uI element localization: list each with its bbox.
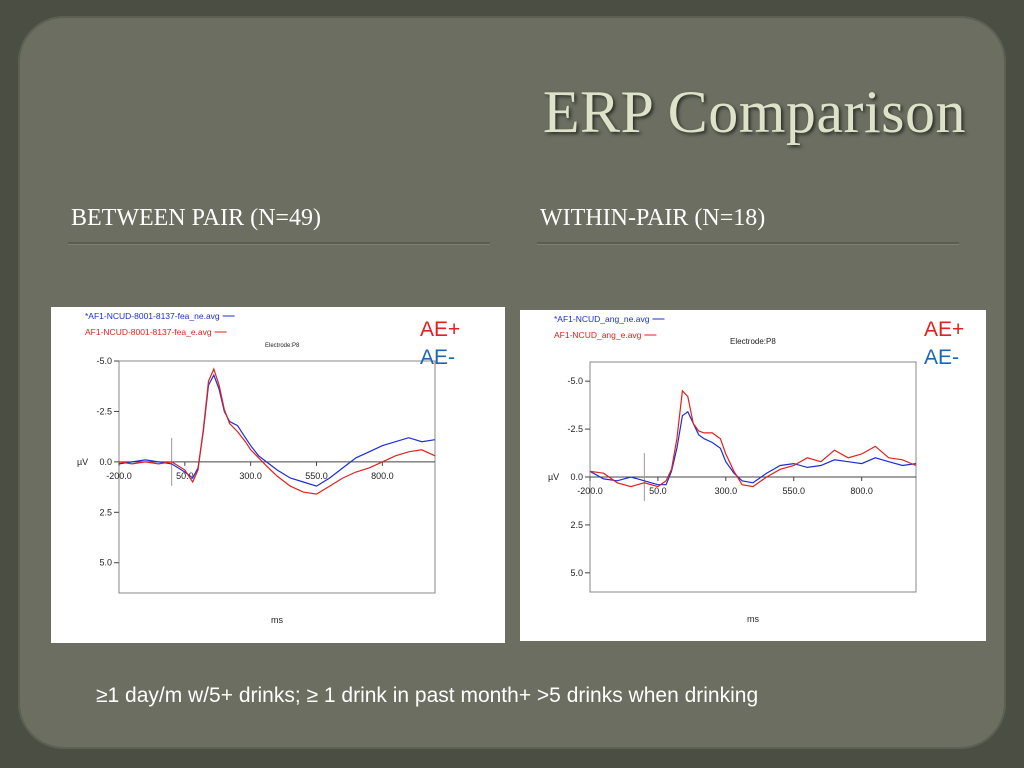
y-axis-label: µV [77, 457, 88, 467]
x-tick-label: 550.0 [305, 471, 328, 481]
legend-entry: AF1-NCUD-8001-8137-fea_e.avg [85, 327, 212, 337]
left-ae-plus-tag: AE+ [420, 318, 461, 341]
left-heading-rule [68, 242, 490, 245]
series-line-ae-plus [118, 367, 436, 495]
footnote: ≥1 day/m w/5+ drinks; ≥ 1 drink in past … [96, 684, 759, 707]
right-ae-plus-tag: AE+ [924, 318, 965, 341]
x-tick-label: -200.0 [106, 471, 132, 481]
left-erp-chart-panel: -5.0 -2.5 0.0 2.5 5.0 -200.0 50.0 300.0 550.0 800… [51, 307, 505, 643]
legend-entry: *AF1-NCUD-8001-8137-fea_ne.avg [85, 311, 220, 321]
y-tick-label: -5.0 [96, 356, 112, 366]
right-erp-chart-panel: -5.0 -2.5 0.0 2.5 5.0 -200.0 50.0 300.0 550.0 800… [520, 310, 986, 641]
electrode-label: Electrode:P8 [730, 337, 776, 346]
x-tick-label: 50.0 [649, 486, 667, 496]
y-tick-label: 2.5 [570, 520, 583, 530]
series-line-ae-minus [589, 410, 917, 486]
x-tick-label: 50.0 [176, 471, 194, 481]
y-tick-label: 5.0 [570, 568, 583, 578]
x-axis-label: ms [747, 614, 759, 624]
y-tick-label: -5.0 [567, 376, 583, 386]
x-tick-label: 800.0 [850, 486, 873, 496]
x-tick-label: 800.0 [371, 471, 394, 481]
y-tick-label: -2.5 [567, 424, 583, 434]
series-line-ae-plus [589, 389, 917, 488]
right-heading-rule [537, 242, 959, 245]
right-column-heading: WITHIN-PAIR (N=18) [540, 205, 766, 231]
y-tick-label: 0.0 [570, 472, 583, 482]
right-erp-chart: -5.0 -2.5 0.0 2.5 5.0 -200.0 50.0 300.0 550.0 800… [548, 314, 917, 624]
electrode-label: Electrode:P8 [265, 343, 300, 349]
left-ae-minus-tag: AE- [420, 346, 456, 369]
legend-entry: AF1-NCUD_ang_e.avg [554, 330, 642, 340]
y-tick-label: -2.5 [96, 406, 112, 416]
x-tick-label: 300.0 [239, 471, 262, 481]
slide-title: ERP Comparison [542, 79, 966, 145]
y-tick-label: 5.0 [99, 558, 112, 568]
y-tick-label: 2.5 [99, 507, 112, 517]
y-tick-label: 0.0 [99, 457, 112, 467]
series-line-ae-minus [118, 373, 436, 487]
plot-frame [118, 360, 436, 594]
x-tick-label: -200.0 [577, 486, 603, 496]
right-ae-minus-tag: AE- [924, 346, 960, 369]
x-axis-label: ms [271, 615, 283, 625]
x-tick-label: 550.0 [782, 486, 805, 496]
x-tick-label: 300.0 [715, 486, 738, 496]
left-erp-chart: -5.0 -2.5 0.0 2.5 5.0 -200.0 50.0 300.0 550.0 800… [77, 311, 436, 625]
legend-entry: *AF1-NCUD_ang_ne.avg [554, 314, 650, 324]
left-column-heading: BETWEEN PAIR (N=49) [71, 205, 321, 231]
y-axis-label: µV [548, 472, 559, 482]
